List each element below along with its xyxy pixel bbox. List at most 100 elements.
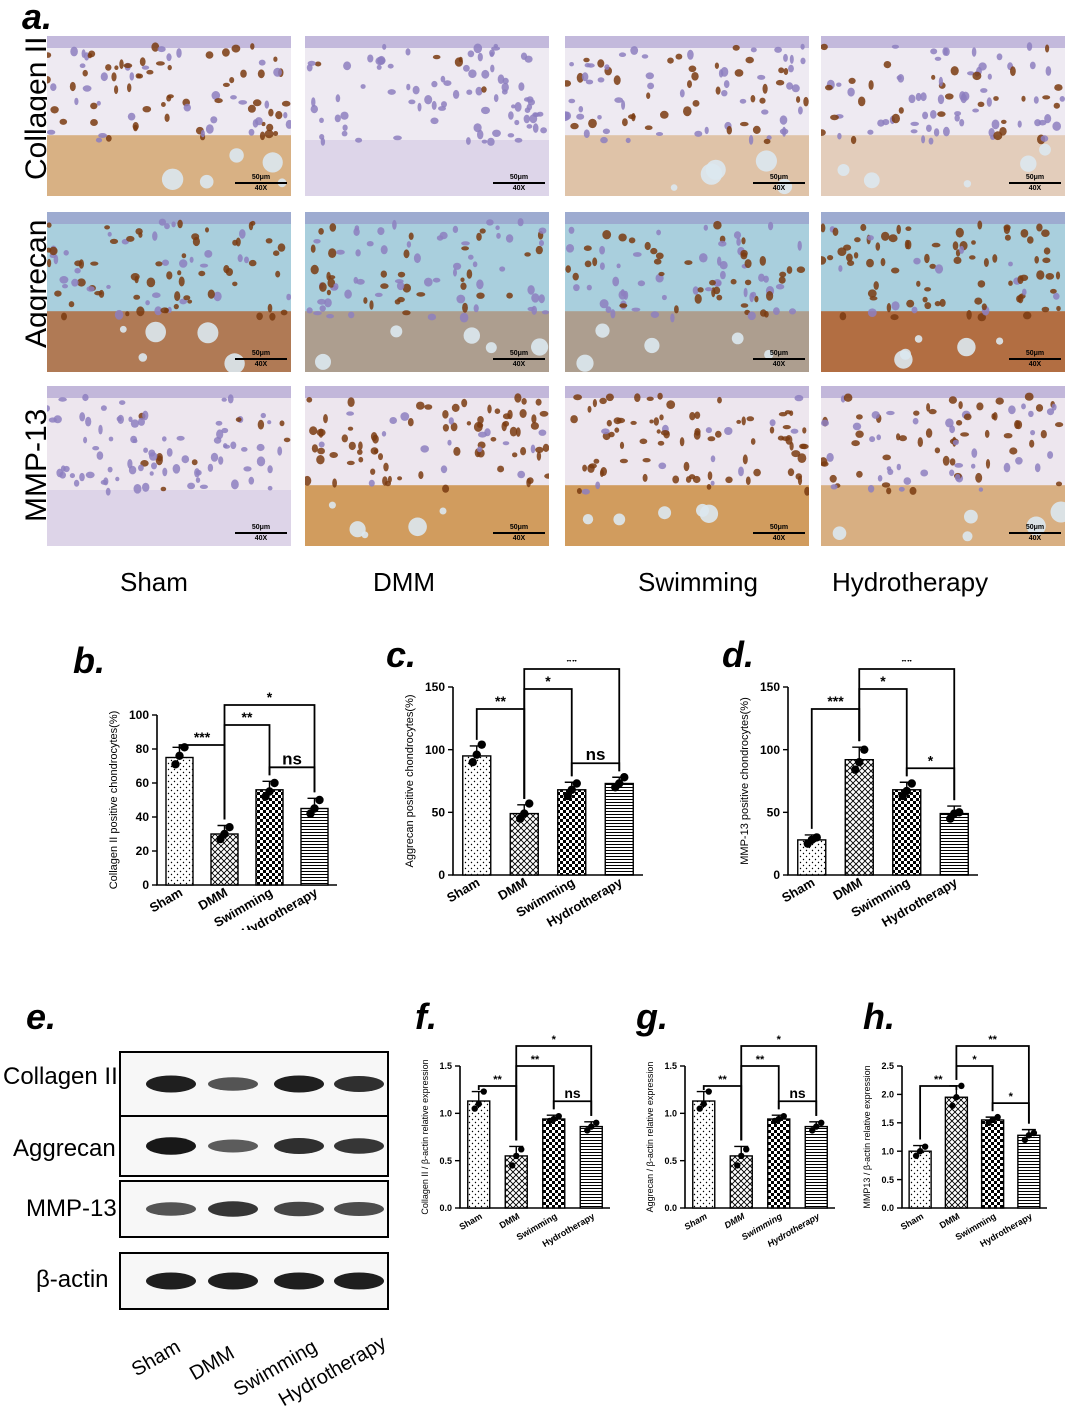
data-point: [813, 833, 821, 841]
data-point: [171, 760, 179, 768]
x-tick-label: Sham: [147, 885, 185, 916]
significance-label: **: [242, 709, 253, 725]
significance-label: **: [756, 1054, 765, 1066]
data-point: [220, 830, 228, 838]
bar-dmm: [211, 834, 238, 885]
col-label-dmm: DMM: [373, 567, 435, 598]
bar-sham: [909, 1151, 931, 1208]
data-point: [478, 740, 486, 748]
wb-lane-dmm: DMM: [186, 1342, 239, 1386]
scale-bar-label: 50μm: [235, 350, 287, 357]
significance-bracket: [572, 763, 620, 776]
y-tick-label: 50: [432, 806, 446, 820]
significance-label: **: [493, 1074, 502, 1086]
significance-label: *: [1009, 1091, 1014, 1103]
significance-label: ns: [282, 749, 302, 768]
data-point: [573, 779, 581, 787]
bar-sham: [693, 1101, 715, 1208]
scale-bar-label: 50μm: [753, 524, 805, 531]
scale-bar-line: [235, 358, 287, 360]
magnification-label: 40X: [753, 535, 805, 542]
bar-swimming: [543, 1119, 565, 1208]
x-tick-label: DMM: [495, 875, 529, 904]
significance-label: ns: [564, 1085, 581, 1101]
significance-label: **: [901, 660, 912, 669]
magnification-label: 40X: [753, 185, 805, 192]
significance-label: ***: [827, 693, 844, 709]
wb-band: [274, 1202, 324, 1217]
y-tick-label: 1.5: [881, 1118, 894, 1128]
scale-bar-line: [753, 182, 805, 184]
y-tick-label: 0: [142, 878, 149, 892]
x-tick-label: Sham: [779, 875, 817, 906]
magnification-label: 40X: [1009, 535, 1061, 542]
significance-label: **: [531, 1054, 540, 1066]
wb-band: [208, 1140, 258, 1153]
data-point: [743, 1146, 749, 1152]
data-point: [903, 787, 911, 795]
wb-label-bactin: β-actin: [36, 1266, 109, 1294]
data-point: [509, 1162, 515, 1168]
bar-swimming: [893, 790, 921, 875]
data-point: [310, 804, 318, 812]
magnification-label: 40X: [235, 535, 287, 542]
significance-label: **: [495, 693, 506, 709]
scale-bar-label: 50μm: [753, 174, 805, 181]
significance-label: ns: [789, 1085, 806, 1101]
data-point: [476, 1101, 482, 1107]
bar-dmm: [730, 1156, 752, 1208]
bar-hydrotherapy: [1018, 1135, 1040, 1208]
scale-bar: 50μm 40X: [753, 174, 805, 192]
magnification-label: 40X: [1009, 185, 1061, 192]
data-point: [518, 1146, 524, 1152]
wb-lane-sham: Sham: [128, 1336, 185, 1382]
y-tick-label: 2.5: [881, 1061, 894, 1071]
y-tick-label: 80: [136, 742, 150, 756]
data-point: [781, 1113, 787, 1119]
wb-band: [274, 1076, 324, 1093]
significance-label: *: [267, 690, 273, 705]
wb-band: [334, 1076, 384, 1092]
data-point: [994, 1114, 1000, 1120]
col-label-swimming: Swimming: [638, 567, 758, 598]
y-axis-label: Collagen II / β-actin relative expressio…: [420, 1059, 430, 1214]
data-point: [851, 766, 859, 774]
x-tick-label: Sham: [444, 875, 482, 906]
scale-bar-label: 50μm: [753, 350, 805, 357]
scale-bar: 50μm 40X: [1009, 174, 1061, 192]
data-point: [315, 796, 323, 804]
y-tick-label: 0: [773, 868, 780, 882]
micrograph-mmp13-swimming: 50μm 40X: [565, 386, 809, 546]
scale-bar-line: [1009, 358, 1061, 360]
y-tick-label: 1.5: [664, 1061, 677, 1071]
bar-hydrotherapy: [940, 814, 968, 875]
data-point: [953, 1094, 959, 1100]
y-tick-label: 150: [425, 680, 445, 694]
x-tick-label: DMM: [938, 1211, 962, 1230]
wb-box-collagen: [119, 1051, 389, 1117]
data-point: [593, 1120, 599, 1126]
scale-bar-line: [235, 532, 287, 534]
significance-label: **: [566, 660, 577, 669]
data-point: [620, 773, 628, 781]
micrograph-mmp13-sham: 50μm 40X: [47, 386, 291, 546]
significance-label: **: [934, 1074, 943, 1086]
scale-bar-line: [1009, 532, 1061, 534]
significance-label: *: [880, 673, 886, 689]
x-tick-label: Sham: [899, 1211, 925, 1232]
data-point: [520, 809, 528, 817]
y-tick-label: 100: [129, 708, 149, 722]
scale-bar-label: 50μm: [1009, 174, 1061, 181]
y-tick-label: 0.5: [881, 1175, 894, 1185]
significance-label: **: [988, 1034, 997, 1046]
bar-sham: [798, 840, 826, 875]
scale-bar-label: 50μm: [235, 524, 287, 531]
